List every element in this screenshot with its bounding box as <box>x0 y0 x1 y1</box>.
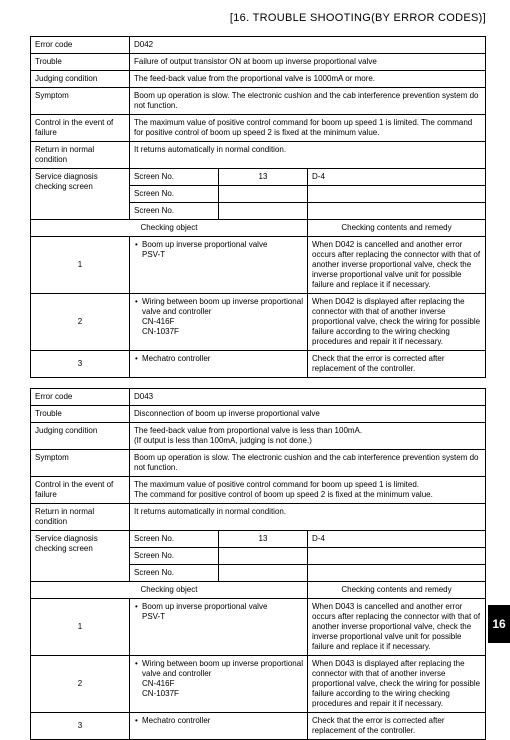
error-table: Error codeD043TroubleDisconnection of bo… <box>30 388 486 740</box>
value-trouble: Disconnection of boom up inverse proport… <box>130 405 486 422</box>
check-object: •Wiring between boom up inverse proporti… <box>130 293 308 350</box>
col-checking-remedy: Checking contents and remedy <box>308 219 486 236</box>
check-number: 2 <box>31 293 130 350</box>
check-remedy: When D042 is displayed after replacing t… <box>308 293 486 350</box>
label-screen-no: Screen No. <box>130 185 219 202</box>
check-remedy: When D043 is cancelled and another error… <box>308 598 486 655</box>
value-screen-no: 13 <box>219 530 308 547</box>
check-number: 3 <box>31 350 130 377</box>
value-screen-no <box>219 202 308 219</box>
label-service: Service diagnosis checking screen <box>31 530 130 581</box>
check-remedy: When D043 is displayed after replacing t… <box>308 655 486 712</box>
value-return: It returns automatically in normal condi… <box>130 503 486 530</box>
value-error-code: D042 <box>130 36 486 53</box>
page-tab: 16 <box>488 605 510 643</box>
check-number: 1 <box>31 236 130 293</box>
check-remedy: When D042 is cancelled and another error… <box>308 236 486 293</box>
value-screen-loc: D-4 <box>308 530 486 547</box>
label-service: Service diagnosis checking screen <box>31 168 130 219</box>
col-checking-object: Checking object <box>31 581 308 598</box>
value-screen-no <box>219 547 308 564</box>
check-number: 3 <box>31 712 130 739</box>
value-screen-no <box>219 185 308 202</box>
value-screen-no <box>219 564 308 581</box>
check-object: •Mechatro controller <box>130 350 308 377</box>
label-symptom: Symptom <box>31 87 130 114</box>
value-return: It returns automatically in normal condi… <box>130 141 486 168</box>
check-remedy: Check that the error is corrected after … <box>308 712 486 739</box>
label-return: Return in normal condition <box>31 503 130 530</box>
label-trouble: Trouble <box>31 405 130 422</box>
check-remedy: Check that the error is corrected after … <box>308 350 486 377</box>
label-screen-no: Screen No. <box>130 168 219 185</box>
label-symptom: Symptom <box>31 449 130 476</box>
error-table: Error codeD042TroubleFailure of output t… <box>30 36 486 378</box>
section-header: [16. TROUBLE SHOOTING(BY ERROR CODES)] <box>30 12 486 26</box>
value-control: The maximum value of positive control co… <box>130 476 486 503</box>
tables-container: Error codeD042TroubleFailure of output t… <box>30 36 486 740</box>
table-gap <box>30 378 486 388</box>
label-error-code: Error code <box>31 36 130 53</box>
value-error-code: D043 <box>130 388 486 405</box>
value-judging: The feed-back value from the proportiona… <box>130 70 486 87</box>
label-screen-no: Screen No. <box>130 202 219 219</box>
value-screen-loc: D-4 <box>308 168 486 185</box>
value-screen-no: 13 <box>219 168 308 185</box>
value-symptom: Boom up operation is slow. The electroni… <box>130 87 486 114</box>
check-number: 1 <box>31 598 130 655</box>
check-object: •Mechatro controller <box>130 712 308 739</box>
label-screen-no: Screen No. <box>130 530 219 547</box>
value-screen-loc <box>308 547 486 564</box>
value-trouble: Failure of output transistor ON at boom … <box>130 53 486 70</box>
value-judging: The feed-back value from proportional va… <box>130 422 486 449</box>
check-object: •Boom up inverse proportional valvePSV-T <box>130 598 308 655</box>
value-screen-loc <box>308 202 486 219</box>
value-screen-loc <box>308 564 486 581</box>
label-screen-no: Screen No. <box>130 564 219 581</box>
label-error-code: Error code <box>31 388 130 405</box>
value-symptom: Boom up operation is slow. The electroni… <box>130 449 486 476</box>
check-object: •Wiring between boom up inverse proporti… <box>130 655 308 712</box>
check-number: 2 <box>31 655 130 712</box>
label-judging: Judging condition <box>31 422 130 449</box>
label-return: Return in normal condition <box>31 141 130 168</box>
col-checking-object: Checking object <box>31 219 308 236</box>
page: [16. TROUBLE SHOOTING(BY ERROR CODES)] E… <box>0 0 510 655</box>
check-object: •Boom up inverse proportional valvePSV-T <box>130 236 308 293</box>
label-trouble: Trouble <box>31 53 130 70</box>
value-control: The maximum value of positive control co… <box>130 114 486 141</box>
value-screen-loc <box>308 185 486 202</box>
label-judging: Judging condition <box>31 70 130 87</box>
label-control: Control in the event of failure <box>31 114 130 141</box>
label-screen-no: Screen No. <box>130 547 219 564</box>
col-checking-remedy: Checking contents and remedy <box>308 581 486 598</box>
label-control: Control in the event of failure <box>31 476 130 503</box>
